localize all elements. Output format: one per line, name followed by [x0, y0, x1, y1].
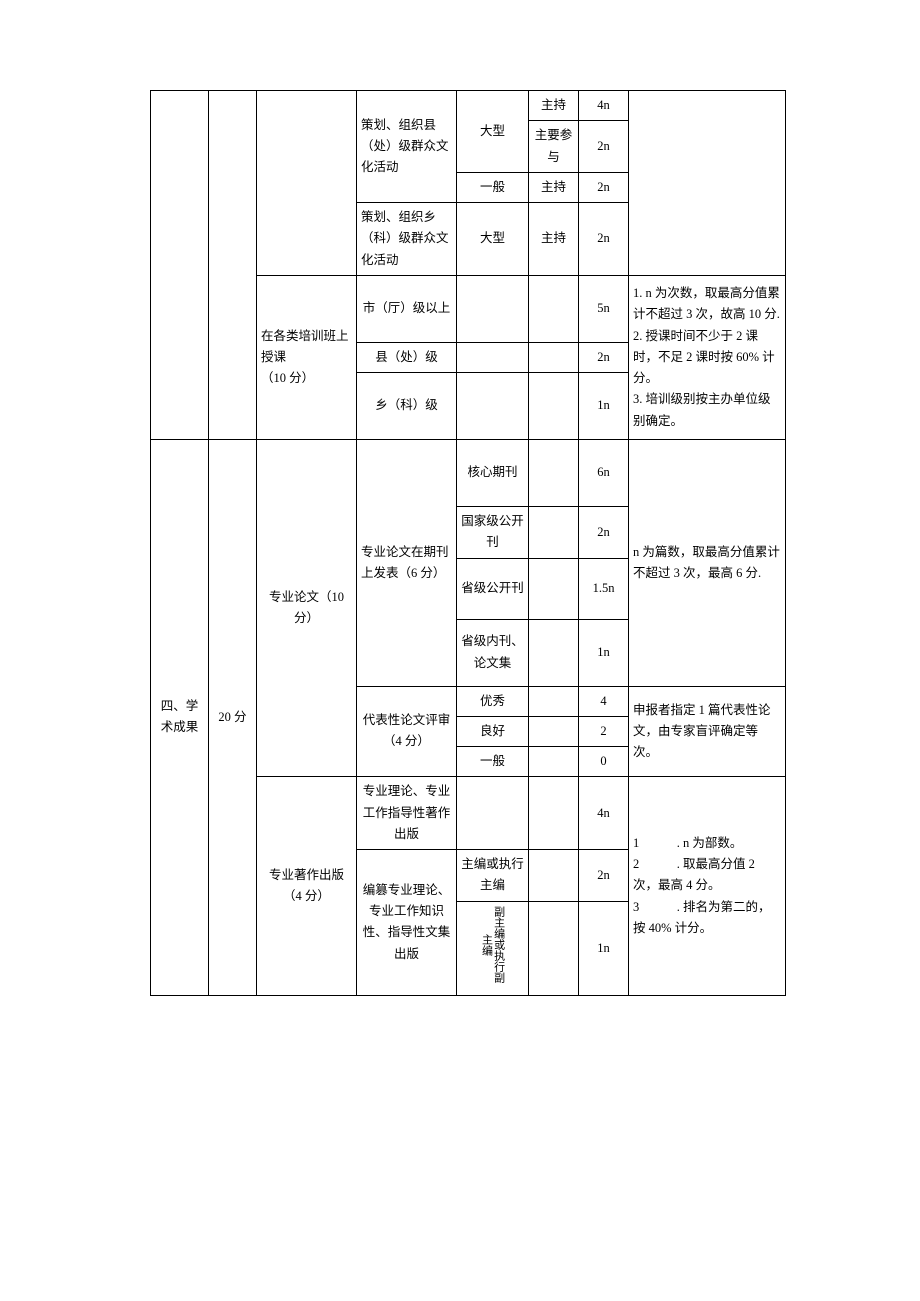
cell: 0: [579, 747, 629, 777]
cell: 一般: [457, 747, 529, 777]
section-score: 20 分: [209, 440, 257, 996]
cell: 1.5n: [579, 558, 629, 619]
cell: 国家级公开刊: [457, 507, 529, 559]
cell: [529, 747, 579, 777]
cell: [457, 777, 529, 850]
cell: [209, 91, 257, 440]
table-row: 四、学术成果 20 分 专业论文（10 分） 专业论文在期刊上发表（6 分） 核…: [151, 440, 786, 507]
cell: [257, 91, 357, 276]
cell: 专业理论、专业工作指导性著作出版: [357, 777, 457, 850]
cell: 2n: [579, 342, 629, 372]
cell: 代表性论文评审（4 分）: [357, 686, 457, 777]
cell: 专业论文在期刊上发表（6 分）: [357, 440, 457, 687]
cell: 2n: [579, 203, 629, 276]
note-line: 3 . 排名为第二的，按 40% 计分。: [633, 897, 781, 940]
note-line: 1 . n 为部数。: [633, 833, 781, 854]
cell: 主编或执行主编: [457, 850, 529, 902]
cell: 1. n 为次数，取最高分值累计不超过 3 次，故高 10 分. 2. 授课时间…: [629, 275, 786, 439]
cell: 策划、组织乡（科）级群众文化活动: [357, 203, 457, 276]
cell: 省级公开刊: [457, 558, 529, 619]
note-line: 2. 授课时间不少于 2 课时，不足 2 课时按 60% 计分。: [633, 326, 781, 390]
cell: 2n: [579, 507, 629, 559]
cell: 4n: [579, 777, 629, 850]
cell: 优秀: [457, 686, 529, 716]
cell: 1n: [579, 373, 629, 440]
cell: 省级内刊、论文集: [457, 619, 529, 686]
cell: 申报者指定 1 篇代表性论文，由专家盲评确定等次。: [629, 686, 786, 777]
cell: [529, 901, 579, 995]
cell: 1 . n 为部数。 2 . 取最高分值 2 次，最高 4 分。 3 . 排名为…: [629, 777, 786, 996]
cell: n 为篇数，取最高分值累计不超过 3 次，最高 6 分.: [629, 440, 786, 687]
cell: [529, 686, 579, 716]
cell: 2n: [579, 850, 629, 902]
cell: 主持: [529, 91, 579, 121]
cell: 副主编或执行副主编: [457, 901, 529, 995]
cell: 1n: [579, 901, 629, 995]
section-title: 四、学术成果: [151, 440, 209, 996]
cell: [529, 558, 579, 619]
note-line: 1. n 为次数，取最高分值累计不超过 3 次，故高 10 分.: [633, 283, 781, 326]
cell: [529, 275, 579, 342]
cell: [529, 777, 579, 850]
vertical-text: 副主编或执行副主编: [480, 906, 504, 984]
cell: 一般: [457, 172, 529, 202]
cell-text: 在各类培训班上授课（10 分）: [261, 329, 349, 386]
note-line: 2 . 取最高分值 2 次，最高 4 分。: [633, 854, 781, 897]
cell: 4n: [579, 91, 629, 121]
cell: 策划、组织县（处）级群众文化活动: [357, 91, 457, 203]
cell: 在各类培训班上授课（10 分）: [257, 275, 357, 439]
cell: [529, 716, 579, 746]
cell: 4: [579, 686, 629, 716]
cell: 5n: [579, 275, 629, 342]
cell: 县（处）级: [357, 342, 457, 372]
cell: 2: [579, 716, 629, 746]
cell: [457, 275, 529, 342]
cell: 主要参与: [529, 121, 579, 173]
cell: 大型: [457, 203, 529, 276]
page: 策划、组织县（处）级群众文化活动 大型 主持 4n 主要参与 2n 一般 主持 …: [0, 0, 920, 1136]
cell: 1n: [579, 619, 629, 686]
cell: 主持: [529, 203, 579, 276]
cell: [151, 91, 209, 440]
cell: 专业论文（10 分）: [257, 440, 357, 777]
cell: [529, 619, 579, 686]
cell: 6n: [579, 440, 629, 507]
cell: [629, 91, 786, 276]
table-row: 策划、组织县（处）级群众文化活动 大型 主持 4n: [151, 91, 786, 121]
scoring-table: 策划、组织县（处）级群众文化活动 大型 主持 4n 主要参与 2n 一般 主持 …: [150, 90, 786, 996]
cell: [529, 373, 579, 440]
cell: 良好: [457, 716, 529, 746]
cell: 专业著作出版（4 分）: [257, 777, 357, 996]
cell: 编篡专业理论、专业工作知识性、指导性文集出版: [357, 850, 457, 996]
cell: 市（厅）级以上: [357, 275, 457, 342]
cell: [457, 342, 529, 372]
cell: 核心期刊: [457, 440, 529, 507]
cell: [529, 342, 579, 372]
cell: 大型: [457, 91, 529, 173]
cell: 2n: [579, 121, 629, 173]
cell: [529, 507, 579, 559]
cell: [457, 373, 529, 440]
cell: 主持: [529, 172, 579, 202]
cell: [529, 440, 579, 507]
note-line: 3. 培训级别按主办单位级别确定。: [633, 389, 781, 432]
cell: 2n: [579, 172, 629, 202]
cell: 乡（科）级: [357, 373, 457, 440]
cell: [529, 850, 579, 902]
